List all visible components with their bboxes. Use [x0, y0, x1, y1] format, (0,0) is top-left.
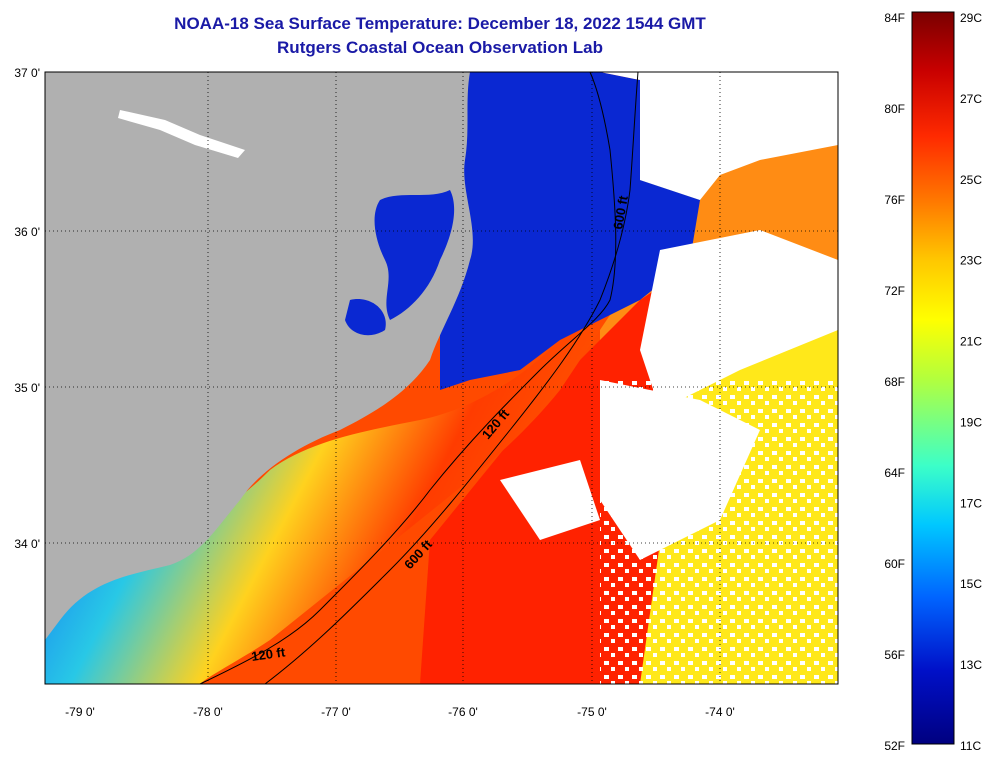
neuse-river-estuary: [345, 299, 386, 336]
colorbar-c-label: 21C: [960, 335, 982, 349]
colorbar-f-label: 68F: [884, 375, 905, 389]
sst-field: [45, 72, 838, 684]
lon-label-75: -75 0': [577, 705, 607, 719]
colorbar-c-label: 15C: [960, 577, 982, 591]
colorbar-fahrenheit-labels: 84F 80F 76F 72F 68F 64F 60F 56F 52F: [884, 11, 905, 753]
cloud-mask-north: [600, 72, 838, 200]
graticule: [45, 72, 838, 684]
colorbar-f-label: 84F: [884, 11, 905, 25]
colorbar-f-label: 80F: [884, 102, 905, 116]
map-subtitle: Rutgers Coastal Ocean Observation Lab: [277, 38, 603, 57]
lat-label-35: 35 0': [14, 381, 40, 395]
lon-label-79: -79 0': [65, 705, 95, 719]
lon-label-76: -76 0': [448, 705, 478, 719]
lat-label-37: 37 0': [14, 66, 40, 80]
contour-label-600ft-north: 600 ft: [610, 194, 631, 231]
colorbar-c-label: 23C: [960, 254, 982, 268]
cloud-patch-south: [500, 460, 600, 540]
plot-frame: [44, 71, 839, 685]
colorbar-f-label: 56F: [884, 648, 905, 662]
colorbar-c-label: 17C: [960, 496, 982, 510]
colorbar-celsius-labels: 29C 27C 25C 23C 21C 19C 17C 15C 13C 11C: [960, 11, 982, 753]
lat-label-36: 36 0': [14, 225, 40, 239]
pamlico-sound: [374, 190, 455, 320]
lat-label-34: 34 0': [14, 537, 40, 551]
map-title: NOAA-18 Sea Surface Temperature: Decembe…: [174, 14, 706, 33]
lon-label-78: -78 0': [193, 705, 223, 719]
colorbar-f-label: 64F: [884, 466, 905, 480]
lon-label-74: -74 0': [705, 705, 735, 719]
contour-600ft: [264, 71, 639, 685]
cloud-mask-east: [640, 230, 838, 410]
land-north-carolina: [45, 72, 473, 640]
colorbar-c-label: 27C: [960, 92, 982, 106]
colorbar-c-label: 11C: [960, 739, 981, 753]
shelf-gradient-water: [45, 300, 620, 684]
colorbar-c-label: 25C: [960, 173, 982, 187]
colorbar-c-label: 19C: [960, 415, 982, 429]
lon-label-77: -77 0': [321, 705, 351, 719]
colorbar-f-label: 60F: [884, 557, 905, 571]
contour-label-120ft-south: 120 ft: [250, 644, 286, 664]
colorbar-c-label: 13C: [960, 658, 982, 672]
contour-120ft: [199, 71, 617, 685]
colorbar-c-label: 29C: [960, 11, 982, 25]
colorbar-f-label: 72F: [884, 284, 905, 298]
colorbar-f-label: 52F: [884, 739, 905, 753]
inland-lake-north: [118, 110, 245, 158]
colorbar-f-label: 76F: [884, 193, 905, 207]
colorbar: [911, 11, 955, 745]
cloud-speckle: [600, 380, 838, 684]
